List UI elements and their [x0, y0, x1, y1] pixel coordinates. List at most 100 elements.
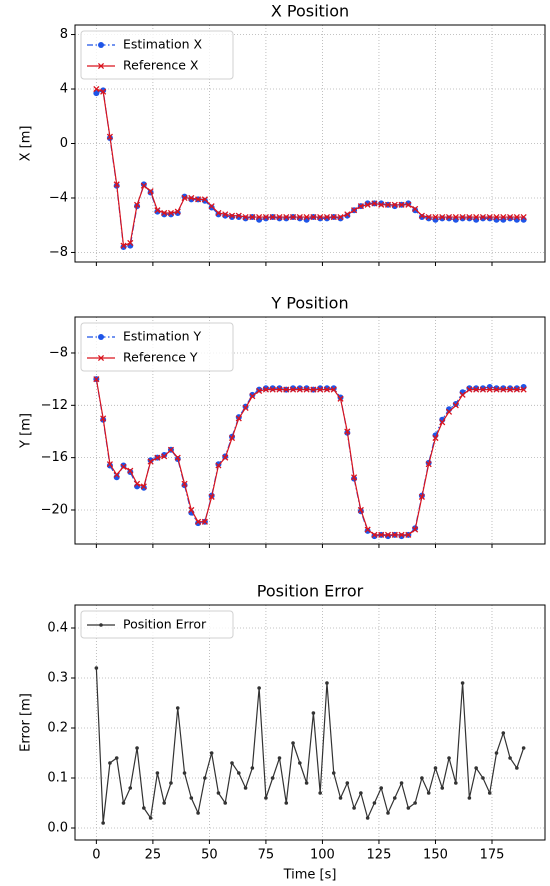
marker: [228, 212, 236, 219]
marker: [114, 756, 119, 760]
marker: [371, 200, 378, 207]
marker: [296, 386, 303, 393]
marker: [399, 781, 404, 785]
data-line: [95, 379, 524, 536]
chart-title: Position Error: [257, 582, 364, 601]
marker: [256, 213, 263, 221]
marker: [344, 211, 351, 218]
marker: [235, 415, 242, 422]
marker: [466, 213, 473, 221]
y-tick-label: 0.3: [47, 671, 68, 686]
y-tick-label: 0: [60, 136, 68, 151]
marker: [201, 196, 208, 203]
marker: [154, 208, 161, 215]
marker: [325, 681, 329, 685]
marker: [113, 471, 120, 478]
marker: [493, 386, 500, 393]
x-tick-label: 75: [258, 848, 275, 863]
x-axis-label: Time [s]: [283, 868, 337, 883]
marker: [277, 756, 282, 760]
marker: [379, 786, 384, 790]
marker: [147, 458, 154, 465]
y-tick-label: 0.2: [47, 721, 68, 736]
marker: [269, 213, 276, 221]
marker: [154, 454, 161, 461]
marker: [310, 386, 317, 393]
marker: [128, 786, 133, 790]
marker: [445, 213, 453, 221]
marker: [459, 213, 466, 221]
marker: [216, 791, 221, 795]
marker: [406, 806, 411, 810]
marker: [391, 531, 398, 538]
marker: [493, 213, 500, 221]
marker: [242, 213, 249, 221]
y-tick-label: −8: [49, 245, 68, 260]
marker: [357, 506, 364, 514]
marker: [521, 746, 526, 750]
marker: [520, 386, 527, 393]
marker: [283, 213, 290, 221]
marker: [454, 781, 458, 785]
chart-title: Y Position: [270, 294, 348, 313]
x-tick-label: 150: [423, 848, 448, 863]
marker: [520, 213, 527, 221]
marker: [425, 213, 432, 221]
marker: [215, 461, 222, 468]
marker: [487, 791, 492, 795]
marker: [223, 801, 228, 805]
marker: [323, 213, 331, 221]
marker: [262, 213, 269, 221]
marker: [304, 781, 309, 785]
marker: [209, 751, 214, 755]
marker: [100, 415, 107, 422]
marker: [445, 408, 453, 415]
marker: [94, 666, 99, 670]
marker: [140, 181, 147, 188]
marker: [298, 761, 302, 765]
marker: [412, 207, 419, 214]
marker: [364, 526, 371, 533]
marker: [148, 816, 153, 820]
marker: [256, 387, 263, 394]
marker: [276, 213, 283, 221]
marker: [486, 386, 493, 393]
legend-marker: [99, 623, 103, 627]
marker: [140, 182, 147, 189]
marker: [155, 771, 160, 775]
marker: [249, 393, 256, 400]
marker: [351, 474, 358, 481]
marker: [181, 194, 188, 202]
marker: [222, 454, 229, 461]
marker: [203, 776, 207, 780]
x-tick-label: 125: [367, 848, 392, 863]
y-tick-label: 4: [60, 82, 68, 97]
marker: [405, 201, 412, 208]
marker: [182, 771, 187, 775]
marker: [208, 203, 215, 210]
x-tick-label: 100: [310, 848, 335, 863]
marker: [413, 801, 417, 805]
marker: [188, 194, 195, 202]
y-tick-label: 8: [60, 27, 68, 42]
marker: [310, 213, 317, 221]
marker: [154, 207, 161, 214]
y-tick-label: −8: [49, 345, 68, 360]
marker: [317, 213, 324, 221]
marker: [100, 88, 107, 95]
marker: [270, 776, 275, 780]
y-tick-label: 0.4: [47, 621, 68, 636]
series: [96, 88, 524, 247]
legend-marker: [97, 354, 105, 362]
marker: [264, 796, 268, 800]
x-tick-label: 0: [92, 848, 100, 863]
marker: [474, 766, 478, 770]
marker: [93, 85, 100, 93]
y-tick-label: −20: [41, 502, 68, 517]
marker: [500, 386, 507, 393]
legend-label: Position Error: [123, 617, 207, 632]
marker: [106, 133, 113, 140]
marker: [507, 213, 514, 221]
marker: [161, 453, 168, 460]
